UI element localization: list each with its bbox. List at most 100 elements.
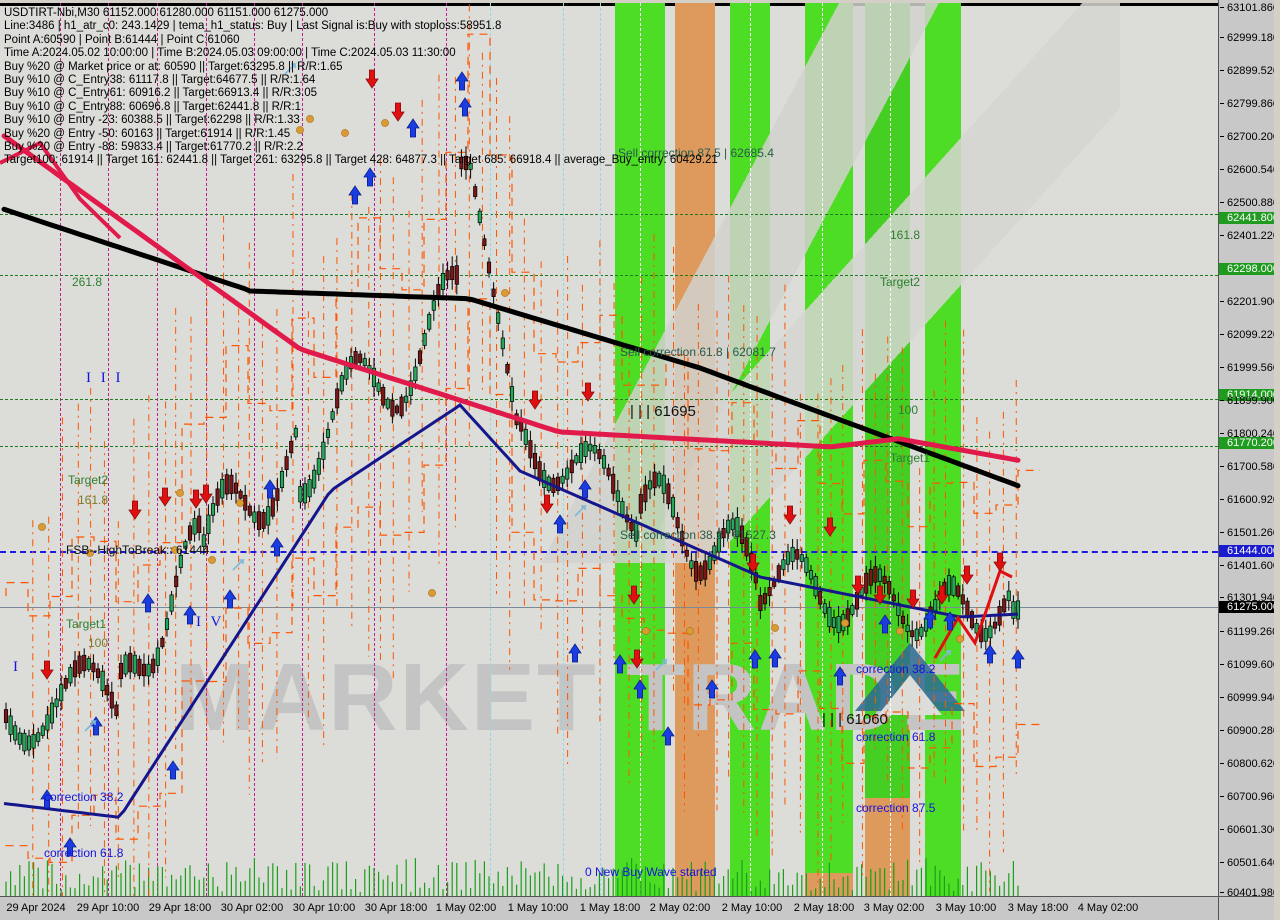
tick-dash bbox=[1220, 565, 1224, 566]
price-tick-value: 62298.000 bbox=[1227, 263, 1279, 275]
axis-corner bbox=[1218, 896, 1280, 920]
price-tick-value: 61899.900 bbox=[1227, 395, 1279, 407]
time-tick-14: 3 May 18:00 bbox=[1007, 902, 1069, 914]
tick-dash bbox=[1220, 631, 1224, 632]
price-tick-value: 61999.560 bbox=[1227, 362, 1279, 374]
time-tick-9: 2 May 02:00 bbox=[649, 902, 711, 914]
price-tick-value: 62799.860 bbox=[1227, 98, 1279, 110]
session-band-lower-1 bbox=[865, 798, 910, 896]
tick-dash bbox=[1220, 892, 1224, 893]
level-line-5 bbox=[0, 607, 1218, 608]
price-tick-8: 62401.220 bbox=[1219, 230, 1279, 242]
time-separator-2 bbox=[157, 3, 158, 896]
fib-level-label-1: 161.8 bbox=[890, 228, 921, 242]
annotation-label-3: FSB--HighToBreak:: 61444 bbox=[66, 543, 210, 557]
time-separator-14 bbox=[890, 3, 891, 896]
time-axis[interactable]: 29 Apr 2024 29 Apr 10:00 29 Apr 18:00 30 Ap… bbox=[0, 896, 1218, 920]
annotation-label-9: 0 New Buy Wave started bbox=[585, 865, 717, 879]
time-tick-11: 2 May 18:00 bbox=[793, 902, 855, 914]
price-tick-4: 62700.200 bbox=[1219, 131, 1279, 143]
price-tick-value: 60601.300 bbox=[1227, 824, 1279, 836]
level-line-0 bbox=[0, 214, 1218, 215]
price-tick-value: 61444.000 bbox=[1227, 545, 1279, 557]
price-tick-value: 62899.520 bbox=[1227, 65, 1279, 77]
time-tick-8: 1 May 18:00 bbox=[579, 902, 641, 914]
price-tick-11: 62099.220 bbox=[1219, 329, 1279, 341]
price-tick-value: 61199.260 bbox=[1227, 626, 1279, 638]
fib-level-label-8: 100 bbox=[88, 636, 109, 650]
tick-dash bbox=[1220, 301, 1224, 302]
fib-level-label-7: Target1 bbox=[66, 617, 107, 631]
tick-dash bbox=[1220, 37, 1224, 38]
price-tick-2: 62899.520 bbox=[1219, 65, 1279, 77]
price-tick-value: 61275.000 bbox=[1227, 601, 1279, 613]
price-tick-14: 61899.900 bbox=[1219, 395, 1279, 407]
price-tick-value: 60501.640 bbox=[1227, 857, 1279, 869]
tick-dash bbox=[1220, 862, 1224, 863]
tick-dash bbox=[1220, 235, 1224, 236]
price-tick-value: 61401.600 bbox=[1227, 560, 1279, 572]
time-separator-1 bbox=[108, 3, 109, 896]
annotation-label-4: correction 38.2 bbox=[44, 790, 124, 804]
tick-dash bbox=[1220, 697, 1224, 698]
price-tick-value: 61770.200 bbox=[1227, 437, 1279, 449]
watermark-triangle-inner-icon bbox=[878, 675, 942, 715]
wave-marker-1: I V bbox=[196, 614, 225, 630]
fib-level-label-5: Target2 bbox=[68, 473, 109, 487]
price-tick-10: 62201.900 bbox=[1219, 296, 1279, 308]
price-tick-3: 62799.860 bbox=[1219, 98, 1279, 110]
price-tick-28: 60800.620 bbox=[1219, 758, 1279, 770]
fib-level-label-2: Target2 bbox=[880, 275, 921, 289]
price-tick-20: 61444.000 bbox=[1219, 545, 1280, 557]
tick-dash bbox=[1220, 103, 1224, 104]
price-tick-7: 62441.800 bbox=[1219, 212, 1280, 224]
watermark-text: MARKET TRADE bbox=[175, 644, 967, 751]
annotation-label-2: Sell correction 38.2 | 61527.3 bbox=[620, 528, 776, 542]
tick-dash bbox=[1220, 763, 1224, 764]
price-tick-value: 61700.580 bbox=[1227, 461, 1279, 473]
price-tick-5: 62600.540 bbox=[1219, 164, 1279, 176]
tick-dash bbox=[1220, 7, 1224, 8]
tick-dash bbox=[1220, 664, 1224, 665]
price-tick-value: 62700.200 bbox=[1227, 131, 1279, 143]
tick-dash bbox=[1220, 334, 1224, 335]
price-tick-value: 62099.220 bbox=[1227, 329, 1279, 341]
time-tick-15: 4 May 02:00 bbox=[1077, 902, 1139, 914]
price-tick-17: 61700.580 bbox=[1219, 461, 1279, 473]
price-tick-value: 62600.540 bbox=[1227, 164, 1279, 176]
level-line-2 bbox=[0, 399, 1218, 400]
annotation-label-6: correction 38.2 bbox=[856, 662, 936, 676]
time-tick-4: 30 Apr 10:00 bbox=[292, 902, 356, 914]
annotation-label-8: correction 87.5 bbox=[856, 801, 936, 815]
price-series-svg bbox=[0, 3, 1040, 896]
time-separator-6 bbox=[374, 3, 375, 896]
price-tick-9: 62298.000 bbox=[1219, 263, 1280, 275]
price-tick-value: 62441.800 bbox=[1227, 212, 1279, 224]
tick-dash bbox=[1220, 829, 1224, 830]
fib-level-label-6: 161.8 bbox=[78, 493, 109, 507]
annotation-label-0: Sell correction 87.5 | 62685.4 bbox=[618, 146, 774, 160]
level-line-4 bbox=[0, 551, 1218, 553]
price-tick-1: 62999.180 bbox=[1219, 32, 1279, 44]
tick-dash bbox=[1220, 796, 1224, 797]
price-tick-29: 60700.960 bbox=[1219, 791, 1279, 803]
time-tick-1: 29 Apr 10:00 bbox=[76, 902, 140, 914]
time-tick-10: 2 May 10:00 bbox=[721, 902, 783, 914]
fib-level-label-3: 100 bbox=[898, 403, 919, 417]
annotation-label-1: Sell correction 61.8 | 62081.7 bbox=[620, 345, 776, 359]
time-tick-2: 29 Apr 18:00 bbox=[148, 902, 212, 914]
tick-dash bbox=[1220, 400, 1224, 401]
price-tick-27: 60900.280 bbox=[1219, 725, 1279, 737]
time-tick-12: 3 May 02:00 bbox=[863, 902, 925, 914]
tick-dash bbox=[1220, 433, 1224, 434]
price-tick-23: 61275.000 bbox=[1219, 601, 1280, 613]
price-tick-13: 61914.000 bbox=[1219, 389, 1280, 401]
tick-dash bbox=[1220, 466, 1224, 467]
price-axis[interactable]: 63101.860 62999.180 62899.520 62799.860 6270… bbox=[1218, 0, 1280, 899]
chart-plot-area[interactable]: MARKET TRADE 261.8 161.8 Target2 100 Target1… bbox=[0, 3, 1218, 896]
time-separator-3 bbox=[206, 3, 207, 896]
tick-dash bbox=[1220, 70, 1224, 71]
tick-dash bbox=[1220, 169, 1224, 170]
price-tick-25: 61099.600 bbox=[1219, 659, 1279, 671]
